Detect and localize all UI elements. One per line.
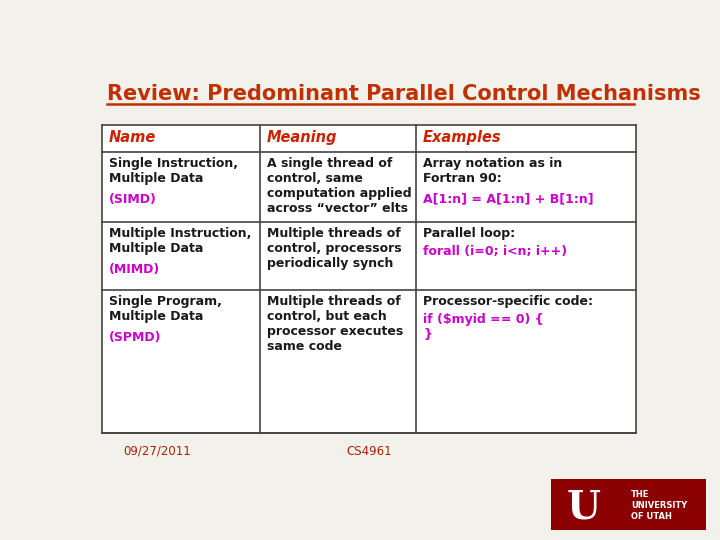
Text: if ($myid == 0) {
}: if ($myid == 0) { } <box>423 313 544 341</box>
Text: Multiple threads of
control, but each
processor executes
same code: Multiple threads of control, but each pr… <box>267 295 403 353</box>
Text: CS4961: CS4961 <box>346 445 392 458</box>
Text: (MIMD): (MIMD) <box>109 263 161 276</box>
Text: forall (i=0; i<n; i++): forall (i=0; i<n; i++) <box>423 245 567 258</box>
Text: 09/27/2011: 09/27/2011 <box>124 445 192 458</box>
Text: U: U <box>566 488 600 526</box>
Text: THE
UNIVERSITY
OF UTAH: THE UNIVERSITY OF UTAH <box>631 490 688 521</box>
Text: Name: Name <box>109 130 156 145</box>
Text: Multiple threads of
control, processors
periodically synch: Multiple threads of control, processors … <box>267 227 402 270</box>
Text: (SPMD): (SPMD) <box>109 331 161 344</box>
Text: (SIMD): (SIMD) <box>109 193 157 206</box>
Text: Review: Predominant Parallel Control Mechanisms: Review: Predominant Parallel Control Mec… <box>107 84 701 104</box>
Text: Array notation as in
Fortran 90:: Array notation as in Fortran 90: <box>423 157 562 185</box>
Text: Single Instruction,
Multiple Data: Single Instruction, Multiple Data <box>109 157 238 185</box>
Text: Meaning: Meaning <box>267 130 338 145</box>
Text: Examples: Examples <box>423 130 502 145</box>
Text: Multiple Instruction,
Multiple Data: Multiple Instruction, Multiple Data <box>109 227 251 255</box>
Text: Parallel loop:: Parallel loop: <box>423 227 516 240</box>
Text: Processor-specific code:: Processor-specific code: <box>423 295 593 308</box>
Text: A single thread of
control, same
computation applied
across “vector” elts: A single thread of control, same computa… <box>267 157 412 215</box>
Bar <box>102 125 636 433</box>
Text: Single Program,
Multiple Data: Single Program, Multiple Data <box>109 295 222 323</box>
Text: A[1:n] = A[1:n] + B[1:n]: A[1:n] = A[1:n] + B[1:n] <box>423 193 594 206</box>
